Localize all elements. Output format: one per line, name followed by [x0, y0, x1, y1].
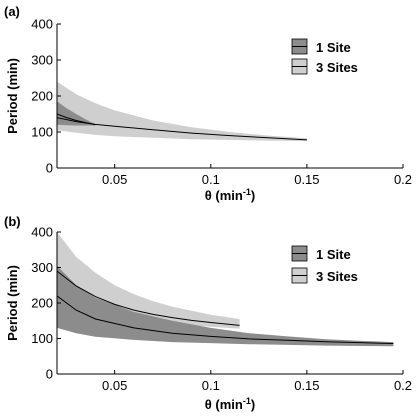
x-axis-title-exponent: -1	[243, 187, 251, 197]
x-axis-title-main: θ (min	[205, 397, 243, 412]
legend-label-3-sites: 3 Sites	[316, 269, 358, 284]
y-axis-title: Period (min)	[5, 265, 20, 341]
x-axis-title-close: )	[251, 397, 255, 412]
y-tick-label: 400	[31, 225, 53, 240]
x-axis-title: θ (min-1)	[205, 396, 255, 412]
y-tick-label: 200	[31, 296, 53, 311]
panel-a: (a) 0 100 200 300 400 0.05 0.1 0.15 0.2 Period (mi…	[4, 4, 412, 203]
plot-area	[57, 232, 394, 347]
mean-line-1-site	[57, 113, 96, 126]
mean-line-3-sites	[57, 117, 307, 141]
y-axis-title: Period (min)	[5, 58, 20, 134]
x-axis-title-exponent: -1	[243, 396, 251, 406]
x-tick-label: 0.15	[294, 172, 319, 187]
y-tick-label: 100	[31, 331, 53, 346]
panel-label: (b)	[4, 214, 21, 229]
legend-label-3-sites: 3 Sites	[316, 60, 358, 75]
x-tick-label: 0.1	[202, 172, 220, 187]
legend-label-1-site: 1 Site	[316, 40, 351, 55]
x-tick-label: 0.2	[394, 172, 412, 187]
y-tick-label: 300	[31, 53, 53, 68]
legend-label-1-site: 1 Site	[316, 247, 351, 262]
y-tick-label: 300	[31, 260, 53, 275]
plot-area	[57, 81, 307, 141]
x-tick-label: 0.1	[202, 378, 220, 393]
x-axis-title-main: θ (min	[205, 188, 243, 203]
x-tick-label: 0.2	[394, 378, 412, 393]
legend: 1 Site 3 Sites	[291, 245, 358, 284]
band-1-site	[57, 265, 394, 347]
x-tick-label: 0.05	[102, 378, 127, 393]
legend: 1 Site 3 Sites	[291, 38, 358, 75]
mean-line-1-site	[57, 295, 394, 344]
panel-b: (b) 0 100 200 300 400 0.05 0.1 0.15 0.2 Period (mi…	[4, 214, 412, 412]
y-tick-label: 400	[31, 17, 53, 32]
x-axis-title: θ (min-1)	[205, 187, 255, 203]
y-tick-label: 0	[46, 367, 53, 382]
x-axis-title-close: )	[251, 188, 255, 203]
y-tick-label: 100	[31, 125, 53, 140]
y-tick-label: 0	[46, 161, 53, 176]
x-tick-label: 0.05	[102, 172, 127, 187]
panel-label: (a)	[4, 4, 20, 19]
x-tick-label: 0.15	[294, 378, 319, 393]
mean-line-3-sites	[57, 270, 240, 326]
y-tick-label: 200	[31, 89, 53, 104]
